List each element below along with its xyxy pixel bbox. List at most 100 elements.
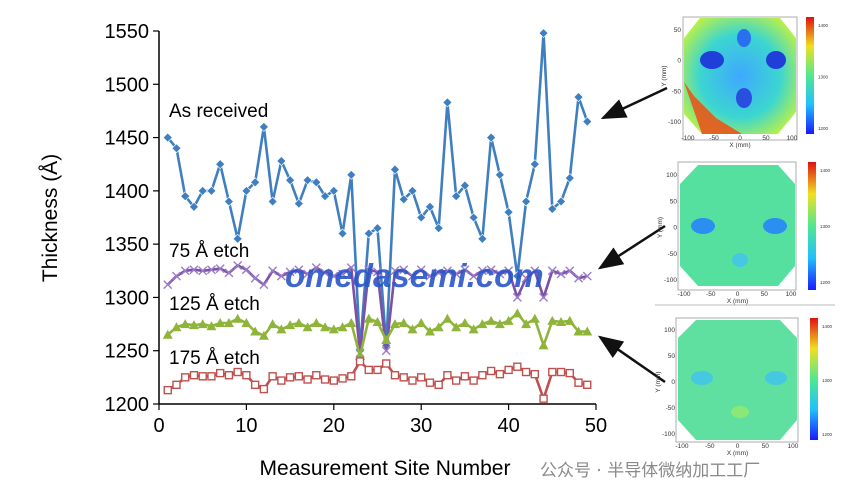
data-point — [320, 268, 330, 278]
data-point — [478, 371, 487, 380]
data-point — [311, 318, 322, 328]
data-point — [574, 273, 584, 283]
y-tick-label: 1250 — [105, 341, 150, 363]
map-tick-labels: -100 -50 0 50 100 X (mm) 50 0 -50 -100 Y (mm) 1400 1… — [661, 23, 829, 149]
data-point — [181, 373, 190, 382]
x-tick-label: 30 — [410, 415, 432, 437]
data-point — [538, 340, 549, 350]
data-point — [556, 269, 566, 279]
x-axis-label: Measurement Site Number — [260, 457, 511, 480]
data-point — [416, 212, 427, 223]
data-point — [277, 376, 286, 385]
x-tick-label: 40 — [497, 415, 519, 437]
data-point — [373, 365, 382, 375]
map-y-tick-label: 0 — [671, 379, 675, 386]
data-point — [258, 121, 269, 132]
colorbar — [806, 17, 814, 134]
data-point — [556, 196, 566, 207]
data-point — [259, 384, 269, 394]
data-point — [494, 169, 505, 180]
data-point — [329, 376, 338, 385]
map-y-tick-label: 50 — [670, 198, 678, 205]
wafer-low-zone — [737, 29, 751, 47]
x-ticks: 0 10 20 30 40 50 — [153, 404, 607, 437]
data-point — [390, 266, 400, 276]
data-point — [198, 372, 207, 381]
wafer-hot-edge — [684, 82, 742, 134]
data-point — [495, 269, 505, 279]
map-125A-etch: -100 -50 0 50 100 X (mm) 100 50 0 -50 -100 Y (mm) 14… — [655, 317, 833, 457]
series-layer — [162, 28, 593, 403]
wafer-low-zone — [765, 371, 787, 385]
data-point — [503, 207, 514, 218]
colorbar-tick-label: 1200 — [820, 280, 831, 285]
data-point — [285, 373, 295, 382]
wafer-map-image — [678, 320, 797, 440]
data-point — [521, 367, 531, 377]
map-y-tick-label: -100 — [664, 277, 677, 284]
data-point — [442, 97, 453, 108]
wafer-low-zone — [736, 88, 752, 108]
data-point — [486, 132, 497, 143]
data-point — [223, 318, 234, 328]
map-y-axis-label: Y (mm) — [657, 217, 664, 238]
data-point — [460, 372, 470, 381]
data-point — [574, 378, 583, 387]
data-point — [521, 273, 531, 283]
map-75A-etch: -100 -50 0 50 100 X (mm) 100 50 0 -50 -100 Y (mm) 14… — [657, 161, 831, 305]
map-y-tick-label: 0 — [677, 58, 681, 65]
arrow-as-received — [600, 86, 668, 120]
map-x-tick-label: -100 — [681, 135, 694, 142]
data-point — [582, 271, 592, 281]
data-point — [408, 376, 417, 385]
wafer-low-zone — [691, 218, 715, 234]
data-point — [407, 271, 417, 281]
data-point — [338, 374, 347, 383]
data-point — [547, 204, 558, 214]
data-point — [355, 357, 365, 366]
data-point — [302, 322, 313, 332]
data-point — [513, 362, 522, 371]
data-point — [233, 260, 243, 270]
y-tick-label: 1350 — [105, 234, 150, 256]
map-y-tick-label: 50 — [674, 27, 682, 34]
data-point — [398, 318, 409, 328]
data-point — [477, 319, 488, 329]
data-point — [398, 194, 409, 205]
map-tick-labels: -100 -50 0 50 100 X (mm) 100 50 0 -50 -100 Y (mm) 14… — [657, 168, 831, 305]
data-point — [250, 273, 260, 283]
data-point — [215, 318, 226, 328]
y-tick-label: 1200 — [105, 394, 150, 416]
data-point — [320, 191, 330, 202]
data-point — [172, 380, 181, 390]
data-point — [276, 324, 287, 334]
data-point — [198, 266, 208, 276]
map-x-tick-label: -100 — [677, 291, 690, 298]
map-x-tick-label: -100 — [675, 443, 688, 450]
map-x-tick-label: 0 — [738, 135, 742, 142]
data-point — [189, 371, 199, 380]
data-point — [189, 265, 199, 275]
main-plot: 1200 1250 1300 1350 1400 1450 1500 1550 0 10 20 30… — [39, 21, 607, 480]
data-point — [338, 269, 348, 279]
data-point — [347, 372, 356, 381]
data-point — [521, 319, 532, 329]
data-point — [469, 271, 479, 281]
data-point — [215, 159, 226, 170]
data-point — [285, 175, 296, 186]
data-point — [425, 271, 435, 281]
data-point — [241, 185, 252, 196]
wafer-low-zone — [691, 371, 713, 385]
data-point — [328, 185, 339, 196]
y-tick-label: 1550 — [105, 21, 150, 43]
wafer-map-image — [680, 165, 795, 286]
map-x-axis-label: X (mm) — [727, 450, 748, 457]
footer-watermark: 公众号 · 半导体微纳加工工厂 — [540, 461, 761, 481]
data-point — [486, 315, 497, 325]
data-point — [468, 212, 479, 223]
data-point — [241, 318, 252, 328]
data-point — [530, 266, 540, 276]
data-point — [538, 28, 549, 39]
data-point — [215, 368, 225, 378]
wafer-high-zone — [731, 406, 749, 418]
